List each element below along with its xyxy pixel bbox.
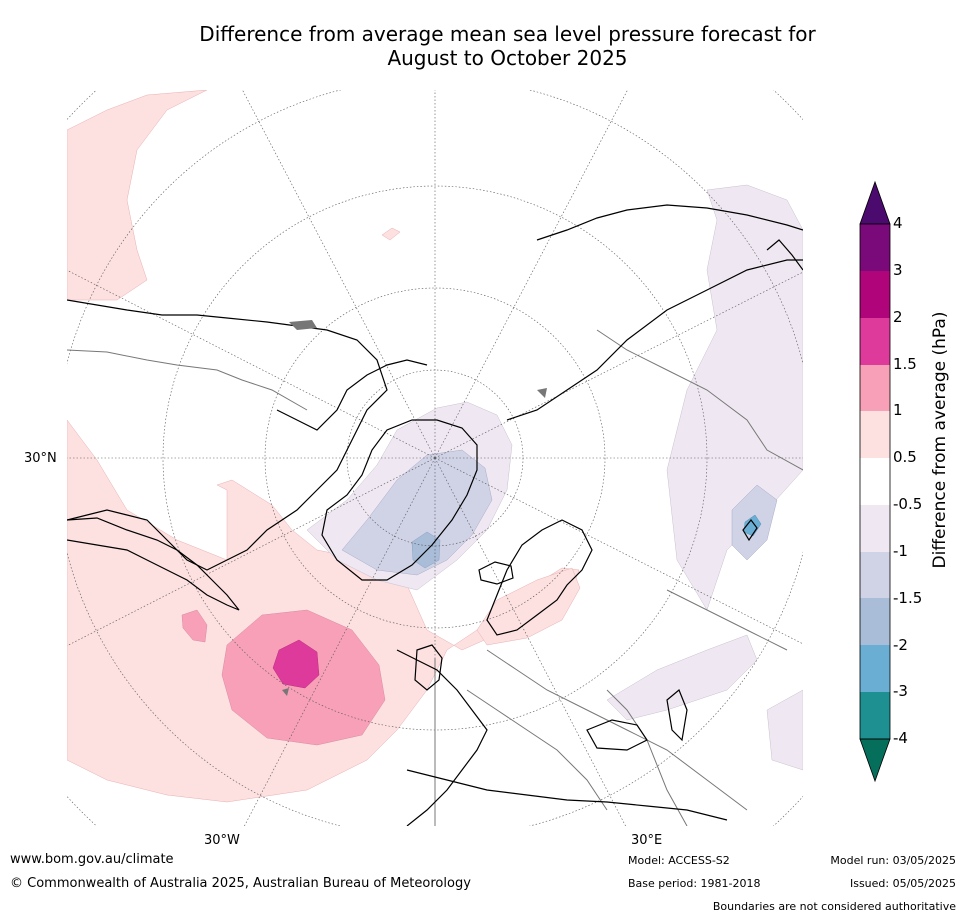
colorbar-tick: 1 bbox=[893, 401, 903, 419]
anomaly-minus-1.5-to-minus-2-greenland bbox=[411, 531, 441, 569]
colorbar-bin-0.5-1 bbox=[860, 411, 890, 458]
lon-label-30e: 30°E bbox=[631, 833, 663, 848]
colorbar-bin-neutral bbox=[860, 458, 890, 505]
negative-anomaly-east-asia bbox=[766, 689, 803, 771]
positive-anomaly-north-pacific bbox=[67, 90, 208, 301]
positive-anomaly-small-arctic bbox=[381, 227, 401, 241]
coastlines bbox=[67, 204, 803, 826]
anomaly-minus-2-to-minus-3-baikal bbox=[743, 514, 762, 537]
colorbar-extend-min bbox=[859, 738, 891, 783]
coast-north-america bbox=[67, 299, 388, 571]
coast-greenland bbox=[321, 419, 478, 581]
coast-black-sea bbox=[586, 719, 648, 751]
lon-label-30w: 30°W bbox=[204, 833, 240, 848]
boundary-disclaimer: Boundaries are not considered authoritat… bbox=[712, 900, 956, 913]
coast-kamchatka bbox=[766, 239, 803, 271]
positive-anomaly-baltic bbox=[476, 567, 581, 646]
colorbar-label: Difference from average (hPa) bbox=[930, 311, 950, 569]
base-period: Base period: 1981-2018 bbox=[628, 877, 761, 890]
colorbar bbox=[859, 180, 891, 783]
colorbar-bin-minus-1-minus-1.5 bbox=[860, 552, 890, 598]
coast-mediterranean bbox=[406, 769, 728, 821]
colorbar-tick: 1.5 bbox=[893, 355, 917, 373]
colorbar-extend-max bbox=[859, 180, 891, 225]
map-title: Difference from average mean sea level p… bbox=[120, 22, 895, 70]
anomaly-1-to-1.5-small bbox=[181, 609, 208, 643]
colorbar-tick: 3 bbox=[893, 261, 903, 279]
colorbar-bin-minus-0.5-minus-1 bbox=[860, 505, 890, 552]
coast-scandinavia bbox=[486, 519, 593, 636]
graticule bbox=[67, 90, 803, 826]
model-run-date: Model run: 03/05/2025 bbox=[830, 854, 956, 867]
colorbar-tick: -3 bbox=[893, 682, 908, 700]
colorbar-tick: -0.5 bbox=[893, 495, 923, 513]
colorbar-bin-1.5-2 bbox=[860, 318, 890, 365]
colorbar-bin-minus-2-minus-3 bbox=[860, 645, 890, 692]
anomaly-minus-1-to-minus-1.5-greenland bbox=[341, 449, 493, 576]
colorbar-tick: -1.5 bbox=[893, 589, 923, 607]
copyright-text: © Commonwealth of Australia 2025, Austra… bbox=[10, 876, 471, 891]
colorbar-bin-1-1.5 bbox=[860, 365, 890, 411]
anomaly-1.5-to-2-core bbox=[272, 639, 320, 689]
coast-siberia-north bbox=[536, 204, 803, 241]
coast-iceland bbox=[478, 561, 514, 585]
colorbar-bin-2-3 bbox=[860, 271, 890, 318]
model-name: Model: ACCESS-S2 bbox=[628, 854, 730, 867]
anomaly-fields bbox=[67, 90, 803, 803]
issued-date: Issued: 05/05/2025 bbox=[849, 877, 956, 890]
colorbar-bin-3-4 bbox=[860, 224, 890, 271]
title-line-2: August to October 2025 bbox=[387, 46, 628, 70]
website-link[interactable]: www.bom.gov.au/climate bbox=[10, 852, 174, 867]
grey-land-mask bbox=[282, 320, 547, 696]
colorbar-tick: 2 bbox=[893, 308, 903, 326]
colorbar-bin-minus-3-minus-4 bbox=[860, 692, 890, 739]
pressure-anomaly-map bbox=[67, 90, 803, 826]
colorbar-tick: 0.5 bbox=[893, 448, 917, 466]
colorbar-bin-minus-1.5-minus-2 bbox=[860, 598, 890, 645]
coast-alaska bbox=[67, 517, 240, 611]
colorbar-tick: -4 bbox=[893, 729, 908, 747]
coast-caspian bbox=[666, 689, 688, 742]
coast-uk bbox=[414, 644, 443, 691]
colorbar-frame bbox=[859, 223, 891, 740]
colorbar-tick: 4 bbox=[893, 214, 903, 232]
coast-baikal bbox=[742, 519, 758, 542]
country-borders bbox=[67, 329, 803, 826]
coast-canadian-archipelago bbox=[276, 359, 428, 431]
colorbar-tick: -1 bbox=[893, 542, 908, 560]
colorbar-tick: -2 bbox=[893, 636, 908, 654]
title-line-1: Difference from average mean sea level p… bbox=[199, 22, 816, 46]
negative-anomaly-asia-south bbox=[606, 634, 758, 721]
coast-arctic-russia bbox=[506, 259, 803, 421]
lat-label-30n: 30°N bbox=[24, 451, 57, 466]
coast-europe bbox=[396, 649, 488, 826]
